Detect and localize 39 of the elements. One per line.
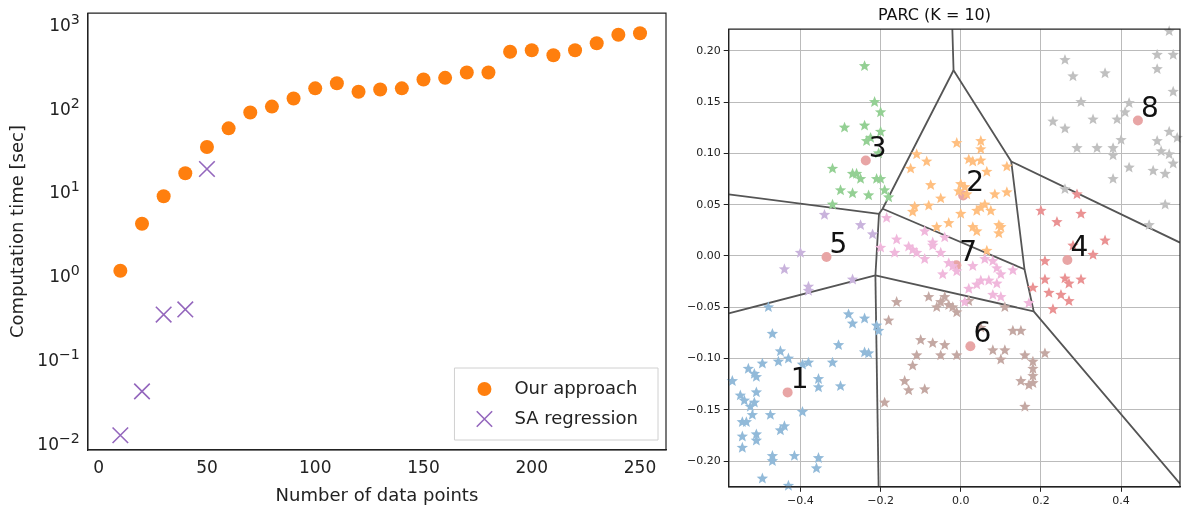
x-tick-label: 0.4 bbox=[1112, 494, 1130, 508]
y-tick-label: 10$^{0}$ bbox=[49, 262, 80, 287]
y-tick-label: 10$^{3}$ bbox=[49, 10, 80, 35]
legend-label: Our approach bbox=[514, 376, 638, 398]
y-tick-label: 0.00 bbox=[696, 248, 721, 262]
annotation: 7 bbox=[959, 235, 978, 269]
x-tick-label: 200 bbox=[515, 456, 548, 477]
x-axis-title: Number of data points bbox=[275, 483, 479, 505]
y-tick-label: −0.15 bbox=[686, 402, 721, 416]
annotation: 4 bbox=[1070, 230, 1089, 264]
x-tick-label: 0 bbox=[93, 456, 105, 477]
x-tick-label: −0.4 bbox=[787, 494, 814, 508]
annotation: 2 bbox=[966, 165, 984, 199]
y-tick-label: 10$^{1}$ bbox=[49, 178, 80, 203]
legend-label: SA regression bbox=[514, 406, 639, 428]
x-tick-label: 100 bbox=[298, 456, 332, 477]
x-tick-label: −0.2 bbox=[867, 494, 894, 508]
annotation: 6 bbox=[973, 316, 992, 350]
y-tick-label: 0.10 bbox=[696, 146, 721, 160]
y-tick-label: 10$^{−2}$ bbox=[37, 430, 80, 454]
annotation: 5 bbox=[829, 226, 848, 260]
chart-title: PARC (K = 10) bbox=[877, 4, 992, 24]
annotation: 8 bbox=[1140, 90, 1159, 124]
y-axis-title: Computation time [sec] bbox=[6, 125, 28, 339]
y-tick-label: 0.15 bbox=[696, 94, 721, 108]
y-tick-label: −0.10 bbox=[686, 351, 721, 365]
y-tick-label: 10$^{2}$ bbox=[49, 94, 80, 119]
y-tick-label: 0.05 bbox=[696, 197, 721, 211]
x-tick-label: 150 bbox=[407, 456, 440, 477]
x-tick-label: 0.0 bbox=[952, 494, 970, 508]
y-tick-label: 0.20 bbox=[696, 43, 721, 57]
annotation: 1 bbox=[790, 362, 809, 396]
x-tick-label: 50 bbox=[196, 456, 218, 477]
y-tick-label: 10$^{−1}$ bbox=[37, 346, 80, 370]
y-tick-label: −0.20 bbox=[686, 454, 721, 468]
x-tick-label: 0.2 bbox=[1032, 494, 1050, 508]
x-tick-label: 250 bbox=[623, 456, 657, 477]
annotation: 3 bbox=[868, 130, 887, 164]
y-tick-label: −0.05 bbox=[686, 300, 721, 314]
